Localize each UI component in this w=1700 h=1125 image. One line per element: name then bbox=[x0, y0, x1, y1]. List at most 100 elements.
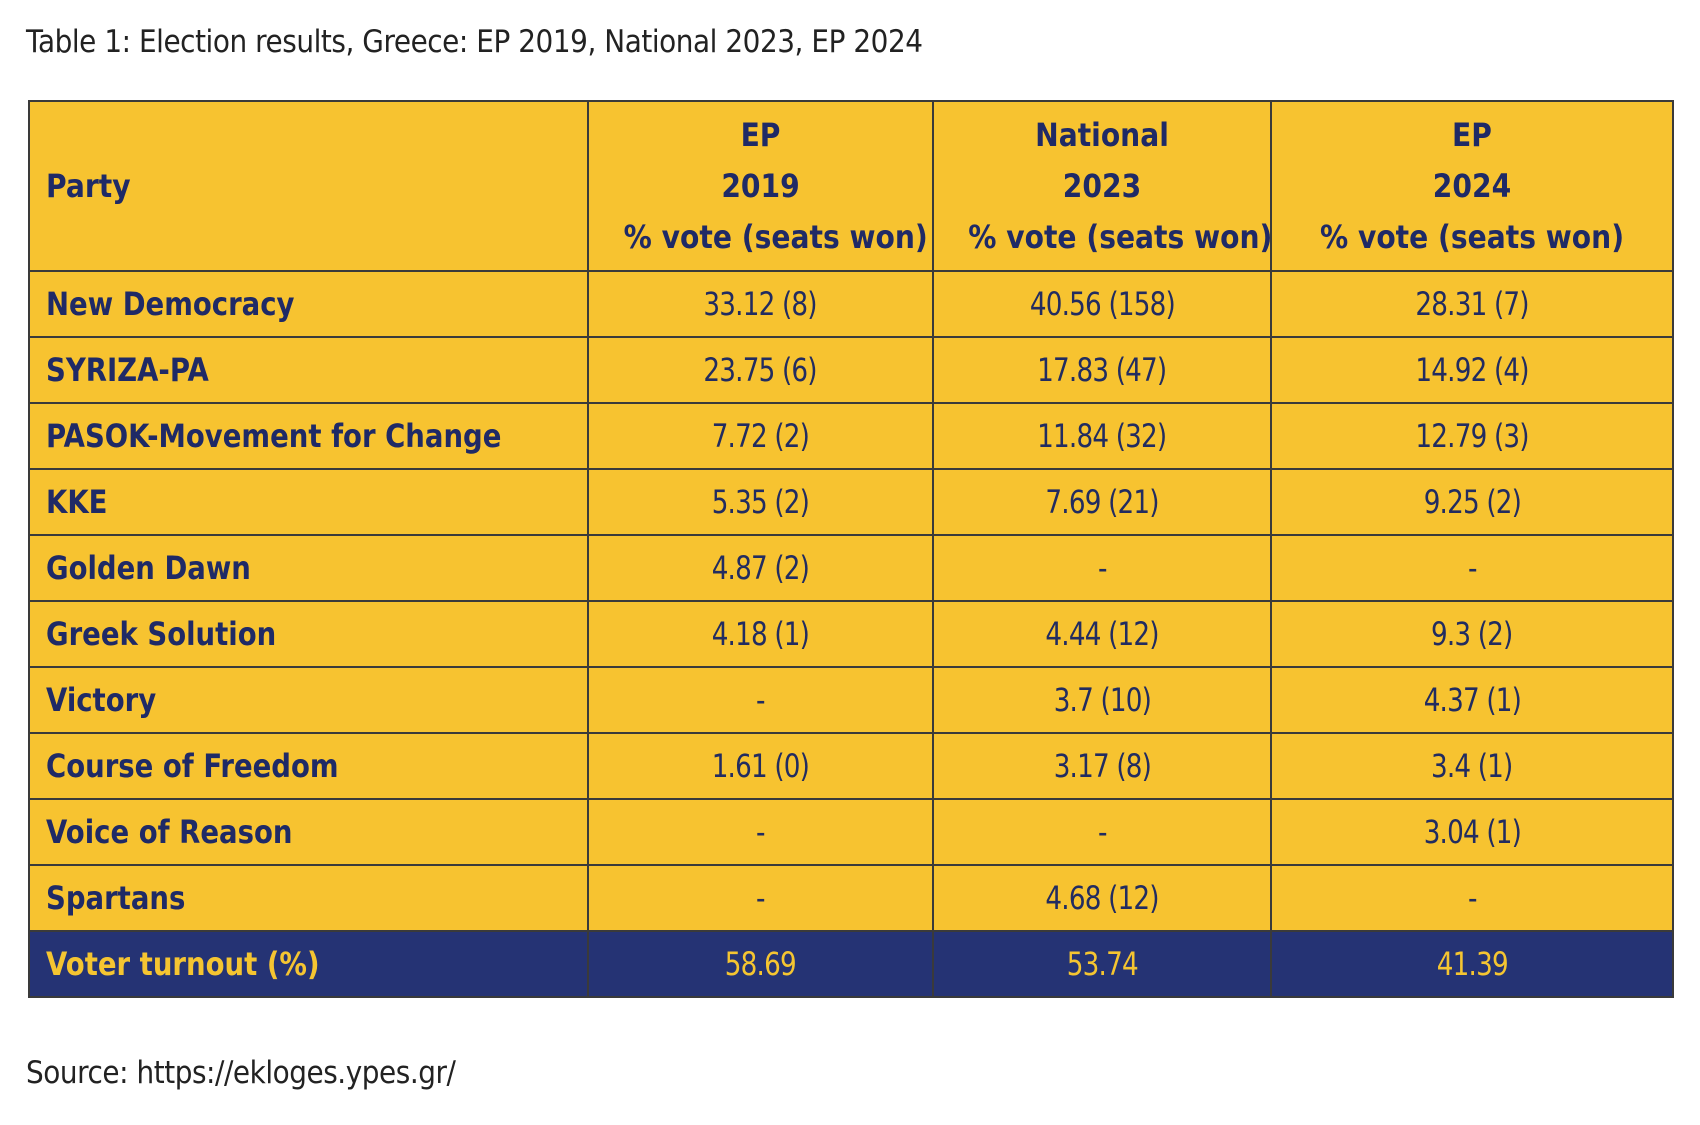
value-cell: 3.4 (1) bbox=[1270, 732, 1674, 800]
party-column-header: Party bbox=[28, 100, 589, 272]
table-row: KKE 5.35 (2) 7.69 (21) 9.25 (2) bbox=[28, 468, 1674, 536]
value-cell: 3.7 (10) bbox=[932, 666, 1272, 734]
value-text: 3.04 (1) bbox=[1423, 813, 1521, 851]
table-row: Spartans - 4.68 (12) - bbox=[28, 864, 1674, 932]
party-name-cell: SYRIZA-PA bbox=[28, 336, 589, 404]
table-row: Golden Dawn 4.87 (2) - - bbox=[28, 534, 1674, 602]
table-row: Course of Freedom 1.61 (0) 3.17 (8) 3.4 … bbox=[28, 732, 1674, 800]
header-line: 2024 bbox=[1432, 166, 1512, 205]
value-cell: 4.37 (1) bbox=[1270, 666, 1674, 734]
table-row: SYRIZA-PA 23.75 (6) 17.83 (47) 14.92 (4) bbox=[28, 336, 1674, 404]
value-cell: 11.84 (32) bbox=[932, 402, 1272, 470]
value-cell: 1.61 (0) bbox=[587, 732, 934, 800]
party-name-cell: Greek Solution bbox=[28, 600, 589, 668]
turnout-label: Voter turnout (%) bbox=[46, 945, 320, 983]
value-cell: 3.04 (1) bbox=[1270, 798, 1674, 866]
table-row: Voice of Reason - - 3.04 (1) bbox=[28, 798, 1674, 866]
party-name: Victory bbox=[46, 681, 157, 719]
value-text: 14.92 (4) bbox=[1415, 351, 1529, 389]
column-header-ep-2024: EP 2024 % vote (seats won) bbox=[1270, 100, 1674, 272]
value-cell: - bbox=[587, 864, 934, 932]
party-name: Golden Dawn bbox=[46, 549, 251, 587]
party-name-cell: PASOK-Movement for Change bbox=[28, 402, 589, 470]
header-line: 2023 bbox=[1062, 166, 1142, 205]
header-row: Party EP 2019 % vote (seats won) Nationa… bbox=[28, 100, 1674, 272]
party-name: Course of Freedom bbox=[46, 747, 339, 785]
value-text: - bbox=[756, 879, 765, 917]
value-text: 28.31 (7) bbox=[1415, 285, 1529, 323]
value-text: 11.84 (32) bbox=[1037, 417, 1167, 455]
turnout-value: 41.39 bbox=[1436, 945, 1508, 983]
value-text: 33.12 (8) bbox=[703, 285, 818, 323]
value-cell: 28.31 (7) bbox=[1270, 270, 1674, 338]
party-name: SYRIZA-PA bbox=[46, 351, 209, 389]
value-text: 4.37 (1) bbox=[1423, 681, 1521, 719]
turnout-value-cell: 41.39 bbox=[1270, 930, 1674, 998]
table-row: PASOK-Movement for Change 7.72 (2) 11.84… bbox=[28, 402, 1674, 470]
value-text: 9.3 (2) bbox=[1431, 615, 1513, 653]
value-text: 40.56 (158) bbox=[1029, 285, 1175, 323]
header-line: % vote (seats won) bbox=[623, 217, 928, 256]
value-cell: 33.12 (8) bbox=[587, 270, 934, 338]
value-text: - bbox=[1467, 549, 1477, 587]
value-text: 1.61 (0) bbox=[711, 747, 810, 785]
value-cell: - bbox=[1270, 864, 1674, 932]
value-cell: 14.92 (4) bbox=[1270, 336, 1674, 404]
party-name: Spartans bbox=[46, 879, 186, 917]
value-text: 17.83 (47) bbox=[1037, 351, 1167, 389]
value-cell: - bbox=[1270, 534, 1674, 602]
value-text: - bbox=[1097, 813, 1107, 851]
value-text: 9.25 (2) bbox=[1423, 483, 1521, 521]
party-name: Voice of Reason bbox=[46, 813, 293, 851]
value-cell: 3.17 (8) bbox=[932, 732, 1272, 800]
value-cell: 40.56 (158) bbox=[932, 270, 1272, 338]
value-cell: - bbox=[932, 534, 1272, 602]
source-note: Source: https://ekloges.ypes.gr/ bbox=[26, 1055, 456, 1091]
voter-turnout-row: Voter turnout (%) 58.69 53.74 41.39 bbox=[28, 930, 1674, 998]
header-line: National bbox=[1035, 115, 1169, 154]
header-line: EP bbox=[1452, 115, 1492, 154]
header-line: % vote (seats won) bbox=[968, 217, 1273, 256]
value-cell: 4.87 (2) bbox=[587, 534, 934, 602]
party-name-cell: New Democracy bbox=[28, 270, 589, 338]
party-name-cell: KKE bbox=[28, 468, 589, 536]
value-cell: - bbox=[587, 666, 934, 734]
value-cell: 23.75 (6) bbox=[587, 336, 934, 404]
value-text: 4.44 (12) bbox=[1045, 615, 1159, 653]
party-name: PASOK-Movement for Change bbox=[46, 417, 502, 455]
party-name-cell: Golden Dawn bbox=[28, 534, 589, 602]
party-name: New Democracy bbox=[46, 285, 295, 323]
column-header-national-2023: National 2023 % vote (seats won) bbox=[932, 100, 1273, 272]
value-cell: 4.18 (1) bbox=[587, 600, 934, 668]
table-row: Greek Solution 4.18 (1) 4.44 (12) 9.3 (2… bbox=[28, 600, 1674, 668]
value-text: - bbox=[756, 813, 765, 851]
turnout-value-cell: 58.69 bbox=[587, 930, 934, 998]
column-header-ep-2019: EP 2019 % vote (seats won) bbox=[587, 100, 934, 272]
table-caption: Table 1: Election results, Greece: EP 20… bbox=[26, 24, 923, 60]
party-name: KKE bbox=[46, 483, 108, 521]
value-cell: 7.72 (2) bbox=[587, 402, 934, 470]
value-cell: 9.3 (2) bbox=[1270, 600, 1674, 668]
turnout-value: 58.69 bbox=[724, 945, 797, 983]
header-line: EP bbox=[740, 115, 781, 154]
party-name-cell: Course of Freedom bbox=[28, 732, 589, 800]
table-row: New Democracy 33.12 (8) 40.56 (158) 28.3… bbox=[28, 270, 1674, 338]
value-text: 4.68 (12) bbox=[1045, 879, 1159, 917]
value-cell: 7.69 (21) bbox=[932, 468, 1272, 536]
table-row: Victory - 3.7 (10) 4.37 (1) bbox=[28, 666, 1674, 734]
value-cell: - bbox=[932, 798, 1272, 866]
value-text: 5.35 (2) bbox=[711, 483, 810, 521]
value-cell: 5.35 (2) bbox=[587, 468, 934, 536]
value-text: 4.18 (1) bbox=[711, 615, 810, 653]
value-cell: 4.44 (12) bbox=[932, 600, 1272, 668]
value-cell: 17.83 (47) bbox=[932, 336, 1272, 404]
value-text: 23.75 (6) bbox=[703, 351, 818, 389]
turnout-value-cell: 53.74 bbox=[932, 930, 1272, 998]
party-name-cell: Victory bbox=[28, 666, 589, 734]
value-text: 3.7 (10) bbox=[1053, 681, 1151, 719]
value-cell: 9.25 (2) bbox=[1270, 468, 1674, 536]
turnout-value: 53.74 bbox=[1066, 945, 1138, 983]
value-text: - bbox=[1467, 879, 1477, 917]
party-name-cell: Spartans bbox=[28, 864, 589, 932]
value-text: - bbox=[1097, 549, 1107, 587]
